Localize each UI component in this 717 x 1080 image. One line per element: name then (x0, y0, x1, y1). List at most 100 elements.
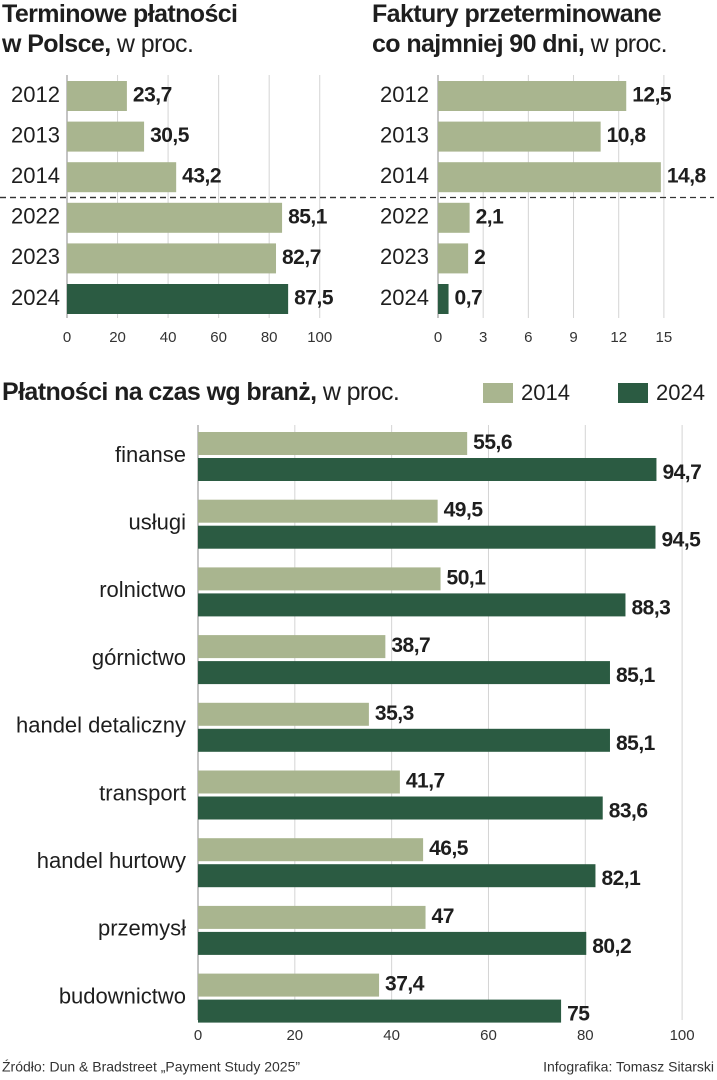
bar (198, 525, 656, 549)
x-tick-label: 15 (656, 329, 673, 346)
legend-swatch (483, 383, 513, 403)
title-line: co najmniej 90 dni, (372, 30, 584, 58)
bar (198, 770, 400, 794)
bar (438, 243, 469, 274)
bar (67, 162, 177, 193)
chart-title: w Polsce, w proc. (1, 30, 193, 58)
bar (198, 931, 587, 955)
value-label: 88,3 (631, 596, 670, 619)
value-label: 50,1 (447, 566, 487, 589)
value-label: 12,5 (632, 84, 672, 107)
value-label: 94,7 (662, 461, 701, 484)
x-tick-label: 3 (479, 329, 487, 346)
value-label: 87,5 (294, 287, 334, 310)
bar (198, 432, 468, 455)
value-label: 83,6 (609, 800, 648, 823)
bar (198, 728, 610, 752)
bar (438, 81, 627, 111)
x-tick-label: 20 (109, 329, 126, 346)
category-label: 2022 (380, 204, 429, 229)
category-label: finanse (115, 442, 186, 467)
category-label: transport (99, 780, 186, 805)
value-label: 41,7 (406, 770, 445, 793)
bar (67, 284, 289, 314)
category-label: 2022 (11, 204, 60, 229)
value-label: 46,5 (429, 837, 469, 860)
bar (198, 499, 438, 523)
value-label: 49,5 (444, 499, 484, 522)
bar (67, 81, 127, 111)
value-label: 47 (432, 905, 454, 928)
value-label: 10,8 (607, 124, 647, 147)
title-line: Terminowe płatności (2, 0, 237, 28)
bar (198, 973, 380, 997)
bar (198, 905, 426, 929)
x-tick-label: 6 (524, 329, 532, 346)
category-label: 2014 (11, 163, 60, 188)
category-label: 2013 (11, 122, 60, 147)
bar (67, 202, 283, 233)
value-label: 23,7 (133, 84, 172, 107)
value-label: 35,3 (375, 702, 414, 725)
category-label: 2012 (11, 82, 60, 107)
x-tick-label: 9 (569, 329, 577, 346)
bar (198, 567, 441, 591)
x-tick-label: 60 (480, 1027, 497, 1044)
source: Źródło: Dun & Bradstreet „Payment Study … (2, 1059, 300, 1075)
unit: w proc. (590, 30, 667, 58)
bar (198, 838, 424, 862)
value-label: 2,1 (476, 205, 505, 228)
category-label: rolnictwo (99, 577, 186, 602)
value-label: 43,2 (182, 165, 221, 188)
legend-label: 2014 (521, 380, 570, 405)
value-label: 82,7 (282, 246, 321, 269)
value-label: 82,1 (601, 867, 641, 890)
x-tick-label: 0 (194, 1027, 202, 1044)
chart-title: Terminowe płatności (2, 0, 237, 28)
legend-label: 2024 (656, 380, 705, 405)
x-tick-label: 100 (670, 1027, 695, 1044)
bar (67, 243, 277, 274)
value-label: 85,1 (616, 732, 656, 755)
bar (198, 864, 596, 888)
chart-title: Faktury przeterminowane (372, 0, 662, 28)
category-label: 2013 (380, 122, 429, 147)
value-label: 30,5 (150, 124, 190, 147)
unit: w proc. (322, 378, 399, 406)
category-label: 2024 (11, 285, 60, 310)
value-label: 0,7 (455, 287, 483, 310)
value-label: 14,8 (667, 165, 707, 188)
value-label: 94,5 (661, 529, 701, 552)
value-label: 38,7 (391, 634, 430, 657)
category-label: 2012 (380, 82, 429, 107)
x-tick-label: 12 (610, 329, 627, 346)
x-tick-label: 80 (577, 1027, 594, 1044)
category-label: 2024 (380, 285, 429, 310)
value-label: 37,4 (385, 973, 425, 996)
x-tick-label: 80 (261, 329, 278, 346)
bar (67, 121, 145, 152)
value-label: 85,1 (288, 205, 328, 228)
category-label: 2014 (380, 163, 429, 188)
bar (438, 202, 470, 233)
value-label: 75 (567, 1003, 590, 1026)
credit: Infografika: Tomasz Sitarski (543, 1059, 714, 1075)
value-label: 55,6 (473, 431, 512, 454)
bar (198, 635, 386, 659)
bar (438, 121, 601, 152)
chart-title: co najmniej 90 dni, w proc. (372, 30, 667, 58)
x-tick-label: 100 (307, 329, 332, 346)
legend-swatch (618, 383, 648, 403)
category-label: handel detaliczny (16, 713, 186, 738)
title-line: w Polsce, (1, 30, 111, 58)
value-label: 80,2 (592, 935, 631, 958)
x-tick-label: 20 (286, 1027, 303, 1044)
title-line: Faktury przeterminowane (372, 0, 662, 28)
category-label: 2023 (380, 244, 429, 269)
x-tick-label: 0 (63, 329, 71, 346)
category-label: 2023 (11, 244, 60, 269)
value-label: 2 (474, 246, 485, 269)
value-label: 85,1 (616, 664, 656, 687)
unit: w proc. (116, 30, 193, 58)
x-tick-label: 40 (383, 1027, 400, 1044)
